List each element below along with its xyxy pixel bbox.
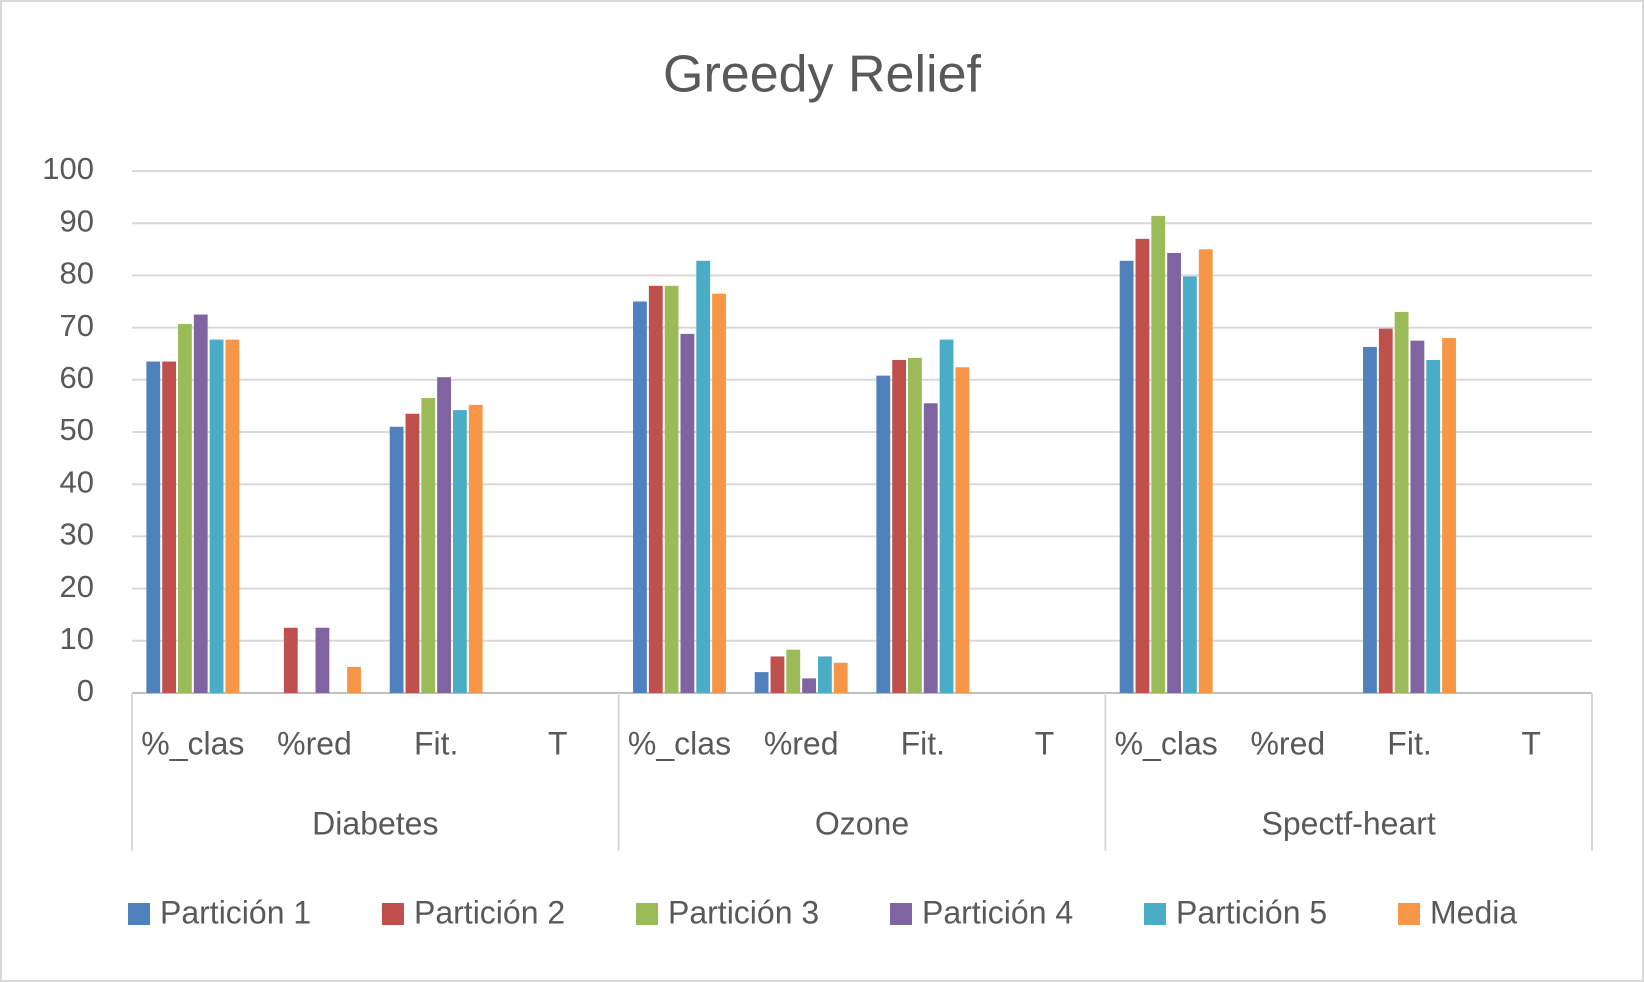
x-tick-label: T: [1035, 725, 1055, 761]
bar: [178, 323, 192, 693]
y-tick-label: 30: [60, 517, 94, 552]
bar: [389, 426, 404, 693]
bar: [939, 339, 954, 693]
bar: [1151, 215, 1166, 693]
bar: [405, 413, 420, 693]
group-label: Spectf-heart: [1262, 805, 1436, 841]
x-tick-label: %_clas: [1115, 725, 1218, 761]
legend-label: Partición 3: [668, 894, 819, 930]
legend-label: Partición 4: [922, 894, 1073, 930]
bar: [283, 627, 298, 693]
bar: [892, 359, 907, 693]
bar: [1119, 260, 1134, 693]
legend-label: Media: [1430, 894, 1517, 930]
y-tick-label: 70: [60, 308, 94, 343]
x-tick-label: Fit.: [414, 725, 458, 761]
bar: [452, 410, 467, 693]
x-tick-label: %_clas: [141, 725, 244, 761]
legend-swatch: [1144, 903, 1166, 925]
y-tick-label: 80: [60, 256, 94, 291]
bar: [1363, 346, 1377, 693]
bar: [1410, 340, 1425, 693]
bar: [1182, 276, 1197, 693]
bar: [146, 361, 161, 693]
x-tick-label: Fit.: [1387, 725, 1431, 761]
bar: [696, 260, 711, 693]
bar: [754, 672, 769, 693]
legend-swatch: [1398, 903, 1420, 925]
group-label: Diabetes: [312, 805, 438, 841]
bar: [225, 339, 240, 693]
x-tick-label: %red: [277, 725, 352, 761]
bar: [1394, 311, 1409, 693]
y-tick-label: 90: [60, 203, 94, 238]
bar: [633, 301, 647, 693]
bar: [162, 361, 177, 693]
y-tick-label: 20: [60, 569, 94, 604]
y-tick-label: 40: [60, 464, 94, 499]
bar: [347, 666, 361, 693]
bar: [193, 314, 208, 693]
legend-swatch: [128, 903, 150, 925]
x-tick-label: %red: [764, 725, 839, 761]
x-tick-label: T: [548, 725, 568, 761]
x-tick-label: %red: [1250, 725, 1325, 761]
bar: [315, 627, 330, 693]
bar: [421, 398, 436, 693]
bar: [648, 285, 663, 693]
bar: [1198, 249, 1213, 694]
y-tick-label: 100: [42, 151, 94, 186]
bar: [712, 293, 726, 693]
bar: [1135, 238, 1150, 694]
legend-swatch: [636, 903, 658, 925]
bar: [833, 662, 848, 693]
bar: [770, 656, 785, 693]
legend-label: Partición 5: [1176, 894, 1327, 930]
bar: [1426, 359, 1441, 693]
x-tick-label: T: [1521, 725, 1541, 761]
bar: [802, 678, 816, 693]
legend-label: Partición 1: [160, 894, 311, 930]
x-tick-label: Fit.: [901, 725, 945, 761]
bar: [923, 403, 938, 693]
bar: [1442, 338, 1456, 693]
y-tick-label: 50: [60, 412, 94, 447]
x-tick-label: %_clas: [628, 725, 731, 761]
legend-label: Partición 2: [414, 894, 565, 930]
legend-swatch: [382, 903, 404, 925]
group-label: Ozone: [815, 805, 909, 841]
y-tick-label: 60: [60, 360, 94, 395]
y-tick-label: 0: [77, 673, 94, 708]
bar: [876, 375, 891, 693]
bar: [664, 285, 679, 693]
bar: [955, 367, 970, 693]
bar: [908, 357, 922, 693]
legend-swatch: [890, 903, 912, 925]
bar: [209, 339, 224, 693]
bar: [680, 333, 695, 693]
bar: [1167, 252, 1181, 694]
y-tick-label: 10: [60, 621, 94, 656]
bar: [786, 649, 801, 693]
bar: [1378, 328, 1393, 693]
bar: [817, 656, 832, 693]
bar: [468, 404, 483, 693]
chart-title: Greedy Relief: [663, 46, 981, 104]
bar: [437, 377, 451, 693]
